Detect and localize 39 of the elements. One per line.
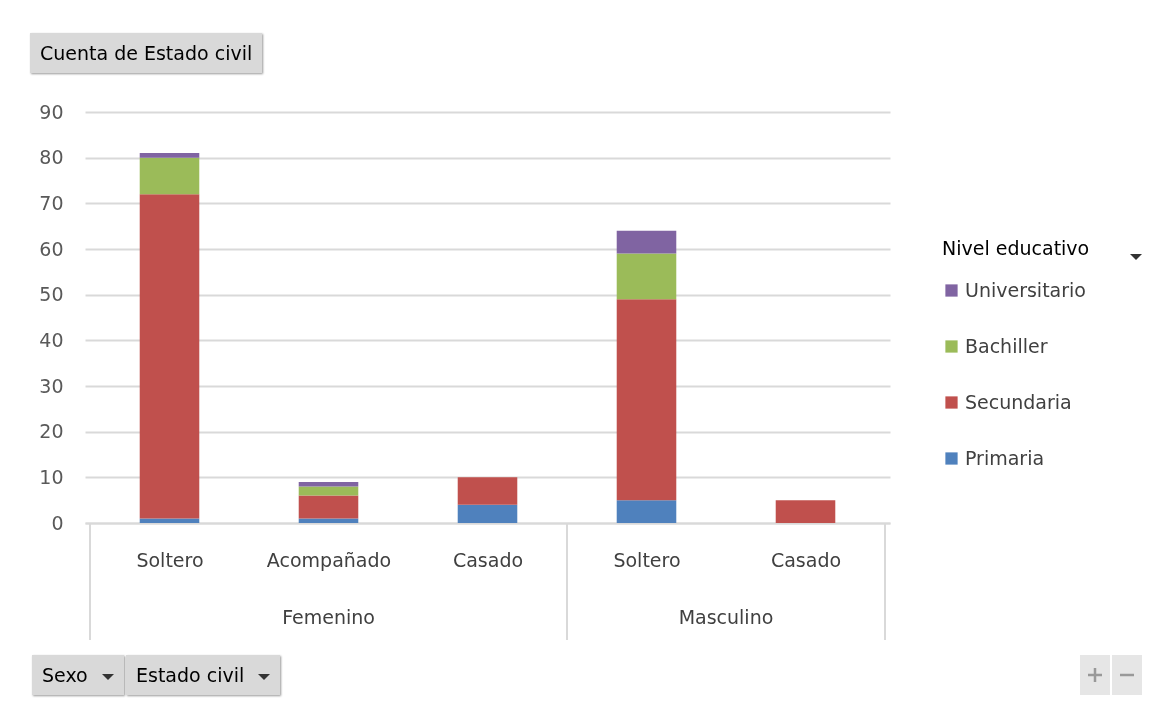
- bar: [298, 495, 359, 519]
- bar: [616, 230, 677, 254]
- x-tick-label: Soltero: [136, 548, 204, 571]
- y-tick-label: 0: [51, 511, 64, 534]
- y-tick-label: 90: [39, 100, 64, 123]
- y-tick-label: 40: [39, 328, 64, 351]
- y-tick-label: 50: [39, 283, 64, 306]
- legend-label: Secundaria: [965, 390, 1072, 413]
- y-tick-label: 10: [39, 465, 64, 488]
- y-tick-label: 70: [39, 191, 64, 214]
- text: Sexo: [42, 664, 88, 686]
- bar: [616, 299, 677, 501]
- bar: [775, 500, 836, 523]
- bar: [616, 500, 677, 523]
- legend-label: Primaria: [965, 446, 1045, 469]
- text: Masculino: [678, 606, 774, 628]
- y-tick-label: 80: [39, 146, 64, 169]
- legend-label: Bachiller: [965, 334, 1048, 357]
- y-tick-label: 20: [39, 420, 64, 443]
- x-tick-label: Acompañado: [266, 548, 392, 571]
- bar: [139, 153, 200, 158]
- chart-title: Cuenta de Estado civil: [30, 33, 263, 73]
- legend-title: Nivel educativo: [942, 237, 1090, 259]
- x-tick-label: Casado: [770, 548, 842, 571]
- x-tick-label: Casado: [452, 548, 524, 571]
- bar: [298, 518, 359, 523]
- bar: [457, 477, 518, 505]
- bar: [298, 486, 359, 496]
- x-tick-label: Soltero: [613, 548, 681, 571]
- y-tick-label: 60: [39, 237, 64, 260]
- bar: [139, 518, 200, 523]
- bar: [139, 194, 200, 519]
- bar: [616, 253, 677, 300]
- text: Femenino: [282, 606, 375, 628]
- legend-label: Universitario: [965, 278, 1086, 301]
- text: Estado civil: [136, 664, 245, 686]
- bar: [457, 504, 518, 523]
- bar: [139, 157, 200, 195]
- y-tick-label: 30: [39, 374, 64, 397]
